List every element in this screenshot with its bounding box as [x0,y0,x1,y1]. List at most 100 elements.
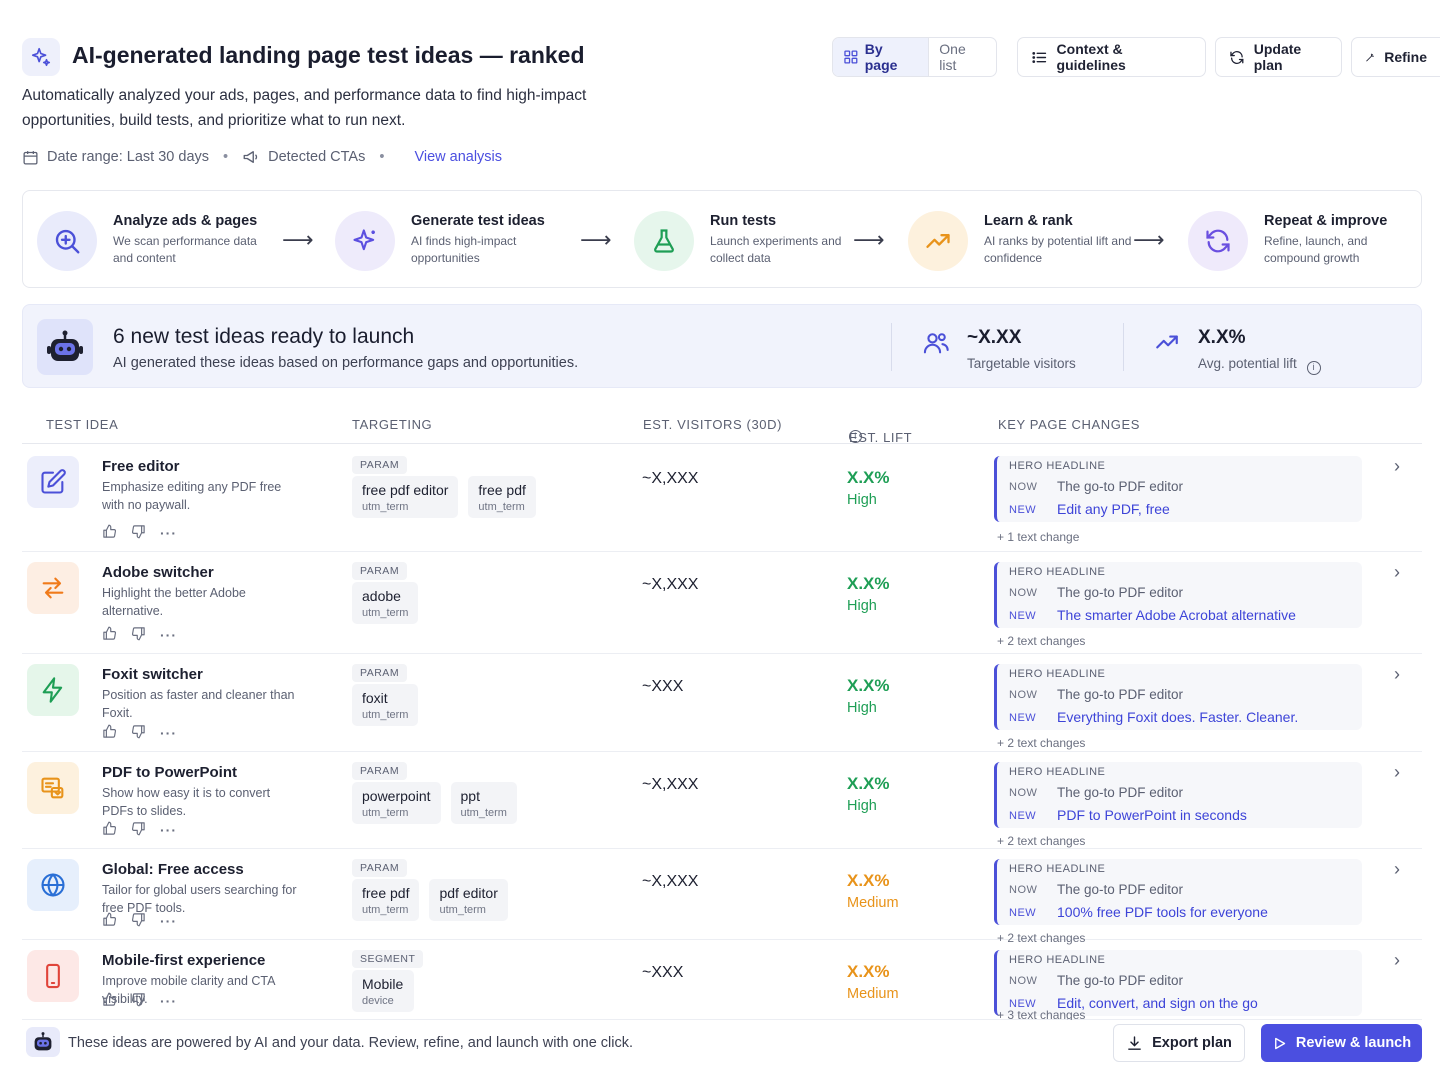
page-change-card[interactable]: HERO HEADLINE NOW The go-to PDF editor NEW P… [994,762,1362,828]
page-change-card[interactable]: HERO HEADLINE NOW The go-to PDF editor NEW T… [994,562,1362,628]
sparkle-icon [22,38,60,76]
table-row[interactable]: Foxit switcher Position as faster and cle… [22,654,1422,752]
thumbs-down-icon[interactable] [131,626,146,644]
thumbs-down-icon[interactable] [131,821,146,839]
table-row[interactable]: Free editor Emphasize editing any PDF fre… [22,446,1422,552]
chevron-right-icon[interactable]: › [1394,950,1400,970]
more-changes[interactable]: + 2 text changes [997,634,1086,648]
targeting-chip[interactable]: adobe utm_term [352,582,419,624]
context-guidelines-button[interactable]: Context & guidelines [1017,37,1206,77]
change-label: HERO HEADLINE [1009,566,1106,578]
thumbs-down-icon[interactable] [131,524,146,542]
targeting-chip[interactable]: powerpoint utm_term [352,782,441,824]
new-label: NEW [1009,610,1037,622]
idea-desc: Improve mobile clarity and CTA visibilit… [102,974,275,1006]
targeting-chip[interactable]: pdf editor utm_term [429,879,508,921]
more-changes[interactable]: + 2 text changes [997,736,1086,750]
more-changes[interactable]: + 3 text changes [997,1008,1086,1022]
change-label: HERO HEADLINE [1009,460,1106,472]
new-value: The smarter Adobe Acrobat alternative [1057,607,1296,623]
update-plan-button[interactable]: Update plan [1215,37,1342,77]
targeting-chip[interactable]: free pdf utm_term [468,476,536,518]
more-changes[interactable]: + 2 text changes [997,834,1086,848]
table-row[interactable]: Mobile-first experience Improve mobile cl… [22,940,1422,1022]
chip-key: utm_term [362,807,409,819]
page-change-card[interactable]: HERO HEADLINE NOW The go-to PDF editor NEW E… [994,456,1362,522]
targeting-chip[interactable]: foxit utm_term [352,684,419,726]
detected-ctas[interactable]: Detected CTAs [242,148,365,166]
chevron-right-icon[interactable]: › [1394,456,1400,476]
col-est-visitors[interactable]: EST. VISITORS (30D) [643,417,783,432]
review-launch-button[interactable]: Review & launch [1261,1024,1422,1062]
refine-button[interactable]: Refine [1351,37,1440,77]
col-targeting[interactable]: TARGETING [352,417,433,432]
more-options-icon[interactable]: ··· [160,525,177,541]
idea-actions: ··· [102,992,177,1010]
export-plan-label: Export plan [1152,1035,1232,1051]
table-header: TEST IDEA TARGETING EST. VISITORS (30D) … [22,404,1422,445]
change-label: HERO HEADLINE [1009,863,1106,875]
info-icon[interactable]: i [1306,361,1321,375]
chip-value: Mobile [362,976,404,992]
confidence-level: High [847,700,877,716]
update-plan-label: Update plan [1253,41,1302,73]
play-icon [1274,1037,1286,1049]
one-list-option[interactable]: One list [929,38,996,76]
date-range[interactable]: Date range: Last 30 days [22,149,209,166]
table-row[interactable]: Adobe switcher Highlight the better Adobe… [22,552,1422,654]
export-plan-button[interactable]: Export plan [1113,1024,1245,1062]
arrow-right-icon: ⟶ [1133,227,1165,252]
page-change-card[interactable]: HERO HEADLINE NOW The go-to PDF editor NEW E… [994,950,1362,1016]
chevron-right-icon[interactable]: › [1394,762,1400,782]
thumbs-up-icon[interactable] [102,912,117,930]
thumbs-down-icon[interactable] [131,724,146,742]
info-icon[interactable]: i [849,430,862,443]
more-options-icon[interactable]: ··· [160,822,177,838]
thumbs-up-icon[interactable] [102,524,117,542]
now-value: The go-to PDF editor [1057,882,1184,897]
col-test-idea[interactable]: TEST IDEA [46,417,119,432]
confidence-level: High [847,598,877,614]
now-label: NOW [1009,884,1038,896]
targeting-chip[interactable]: free pdf editor utm_term [352,476,459,518]
chevron-right-icon[interactable]: › [1394,562,1400,582]
more-options-icon[interactable]: ··· [160,627,177,643]
thumbs-down-icon[interactable] [131,912,146,930]
by-page-option[interactable]: By page [833,38,930,76]
page-change-card[interactable]: HERO HEADLINE NOW The go-to PDF editor NEW E… [994,664,1362,730]
chip-value: ppt [460,788,480,804]
more-options-icon[interactable]: ··· [160,913,177,929]
detected-ctas-label: Detected CTAs [268,149,366,165]
chip-key: utm_term [362,607,409,619]
chevron-right-icon[interactable]: › [1394,664,1400,684]
view-analysis-link[interactable]: View analysis [414,149,503,165]
table-row[interactable]: Global: Free access Tailor for global use… [22,849,1422,945]
targeting-chip[interactable]: free pdf utm_term [352,879,420,921]
targeting-chip[interactable]: Mobile device [352,970,414,1012]
more-changes[interactable]: + 2 text changes [997,931,1086,945]
edit-icon [27,456,79,508]
est-visitors: ~X,XXX [642,776,699,793]
targeting-chips: powerpoint utm_term ppt utm_term [352,782,517,824]
more-options-icon[interactable]: ··· [160,993,177,1009]
divider [1123,323,1124,371]
est-visitors: ~X,XXX [642,470,699,487]
targeting-chip[interactable]: ppt utm_term [450,782,517,824]
more-options-icon[interactable]: ··· [160,725,177,741]
thumbs-up-icon[interactable] [102,724,117,742]
idea-name: Foxit switcher [102,666,203,683]
magic-wand-icon [1366,53,1374,61]
chip-value: powerpoint [362,788,431,804]
chevron-right-icon[interactable]: › [1394,859,1400,879]
table-row[interactable]: PDF to PowerPoint Show how easy it is to … [22,752,1422,849]
thumbs-up-icon[interactable] [102,992,117,1010]
step-title: Analyze ads & pages [113,213,258,229]
col-key-page-changes[interactable]: KEY PAGE CHANGES [998,417,1141,432]
now-label: NOW [1009,587,1038,599]
thumbs-up-icon[interactable] [102,626,117,644]
thumbs-down-icon[interactable] [131,992,146,1010]
lightning-icon [27,664,79,716]
page-change-card[interactable]: HERO HEADLINE NOW The go-to PDF editor NEW 1… [994,859,1362,925]
more-changes[interactable]: + 1 text change [997,530,1080,544]
thumbs-up-icon[interactable] [102,821,117,839]
